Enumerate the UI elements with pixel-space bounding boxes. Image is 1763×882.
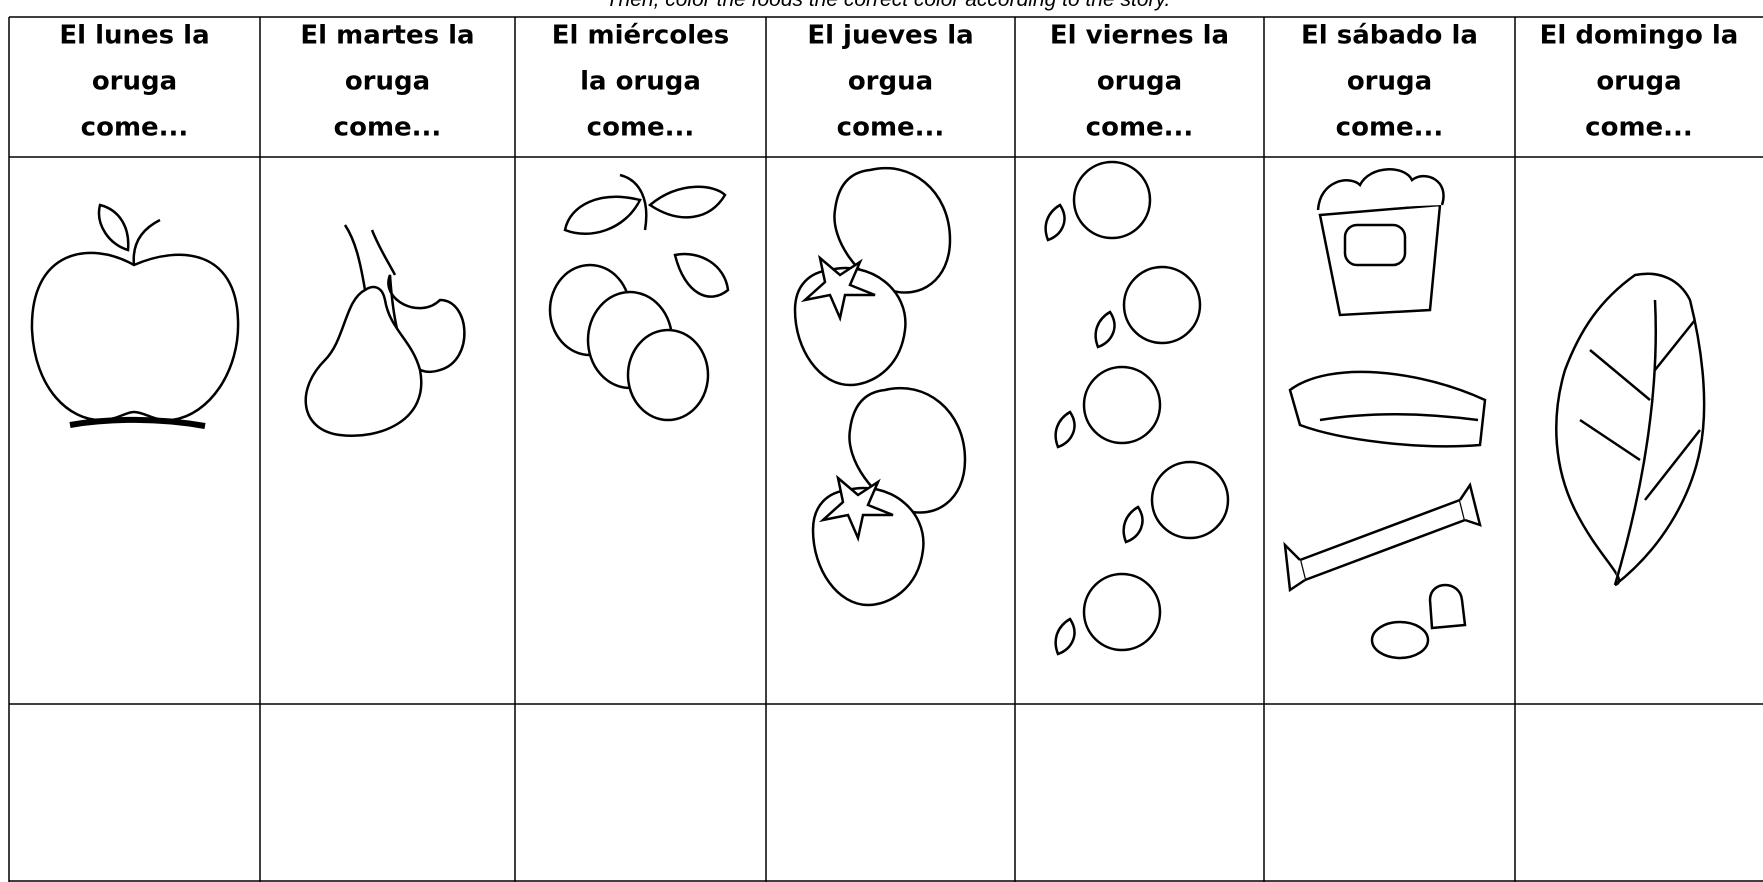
column-header-line: El martes la <box>300 21 474 51</box>
column-header-line: El viernes la <box>1050 21 1229 51</box>
column-header-line: El lunes la <box>59 21 209 51</box>
column-header-line: El domingo la <box>1540 21 1739 51</box>
column-header-line: come... <box>1086 113 1194 143</box>
column-header-line: come... <box>837 113 945 143</box>
column-header-line: come... <box>81 113 189 143</box>
column-header-line: oruga <box>1347 67 1432 97</box>
column-header-line: oruga <box>1596 67 1681 97</box>
illustrations <box>30 160 1706 660</box>
column-header-line: come... <box>587 113 695 143</box>
column-header-line: El sábado la <box>1301 21 1478 51</box>
column-header-line: El jueves la <box>807 21 973 51</box>
column-header-line: oruga <box>92 67 177 97</box>
column-header-line: la oruga <box>580 67 701 97</box>
column-header-line: El miércoles <box>552 21 729 51</box>
instruction: Then, color the foods the correct color … <box>606 0 1171 11</box>
column-header-line: orgua <box>848 67 933 97</box>
column-header-line: come... <box>334 113 442 143</box>
column-header-line: come... <box>1585 113 1693 143</box>
table-grid <box>8 16 1763 882</box>
column-header-line: come... <box>1336 113 1444 143</box>
column-header-line: oruga <box>1097 67 1182 97</box>
column-header-line: oruga <box>345 67 430 97</box>
